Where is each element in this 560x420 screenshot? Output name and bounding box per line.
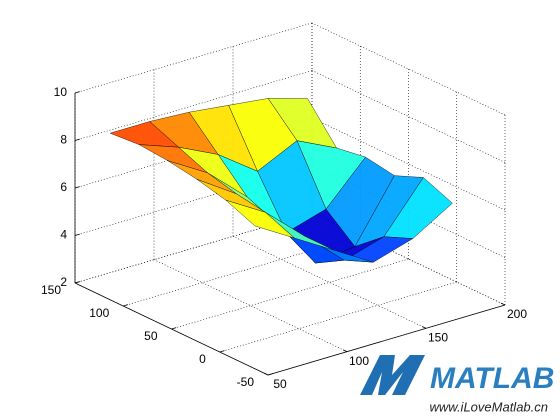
z-tick-label: 4 — [60, 228, 67, 242]
z-tick-label: 8 — [60, 133, 67, 147]
z-tick-label: 6 — [60, 180, 67, 194]
z-tick-label: 10 — [54, 85, 68, 99]
y-tick — [267, 373, 273, 376]
z-tick — [74, 91, 80, 94]
logo-shape — [360, 355, 425, 395]
grid-line — [74, 212, 313, 284]
z-tick — [74, 186, 80, 189]
x-tick-label: 50 — [273, 377, 287, 391]
x-tick-label: 100 — [349, 354, 369, 368]
x-tick-label: 200 — [507, 307, 527, 321]
y-tick — [219, 350, 225, 353]
watermark-url: www.iLoveMatlab.cn — [430, 399, 549, 414]
x-tick — [500, 302, 506, 306]
y-tick-label: 0 — [199, 352, 206, 366]
y-tick — [123, 304, 129, 307]
z-tick — [74, 138, 80, 141]
x-tick — [421, 326, 427, 329]
grid-line — [153, 259, 348, 352]
y-tick-label: 50 — [144, 329, 158, 343]
grid-line — [74, 165, 313, 236]
y-tick-label: -50 — [237, 375, 255, 389]
surface-patch — [225, 200, 295, 239]
grid-line — [74, 22, 313, 94]
z-tick — [74, 233, 80, 236]
y-tick-label: 100 — [89, 306, 109, 320]
x-tick-label: 150 — [428, 331, 448, 345]
x-tick — [342, 349, 348, 353]
z-tick — [74, 281, 80, 284]
y-tick — [171, 327, 177, 330]
grid-line — [74, 70, 313, 141]
x-axis — [267, 304, 506, 376]
x-tick — [263, 372, 269, 376]
z-tick-label: 2 — [60, 275, 67, 289]
y-tick-label: 150 — [41, 283, 61, 297]
logo-text: MATLAB — [430, 362, 554, 395]
watermark: MATLAB www.iLoveMatlab.cn — [360, 355, 554, 414]
grid-line — [123, 235, 361, 307]
grid-line — [171, 258, 409, 330]
grid-line — [219, 281, 457, 353]
